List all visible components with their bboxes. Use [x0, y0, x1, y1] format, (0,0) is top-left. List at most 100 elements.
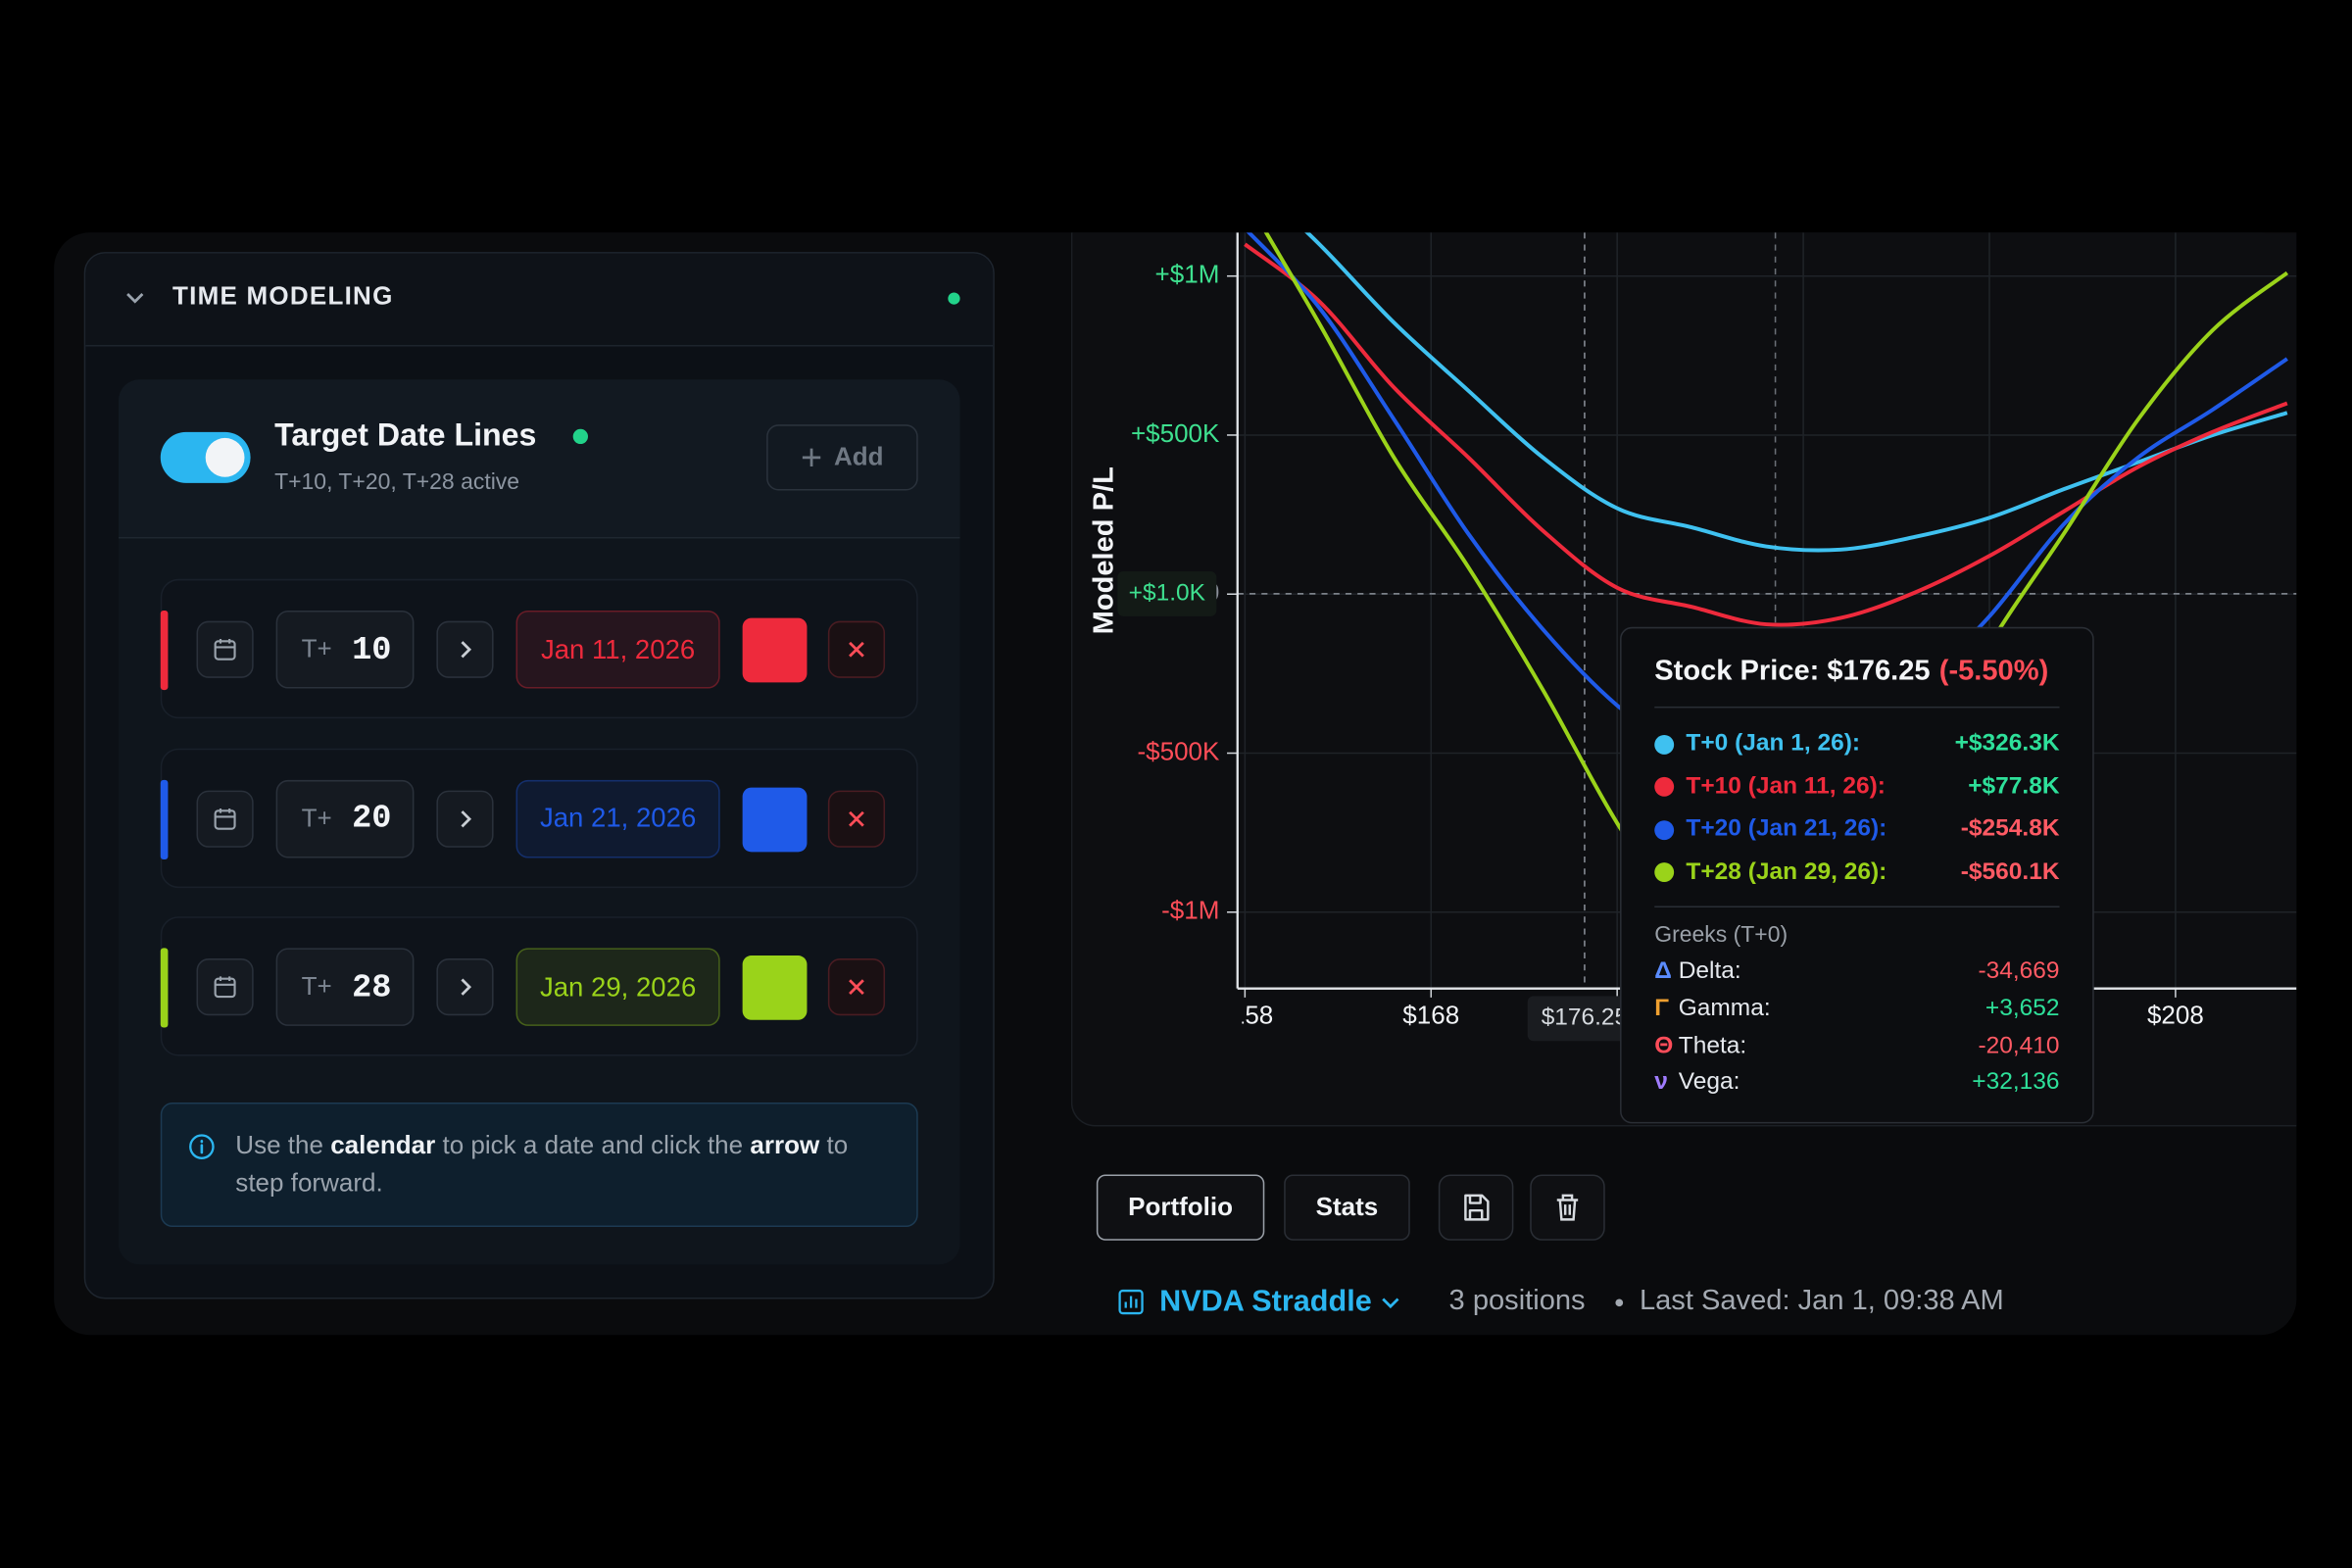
date-row: T+ 28 Jan 29, 2026 [160, 916, 918, 1056]
days-box: T+ 10 [275, 610, 415, 689]
calendar-button[interactable] [196, 789, 254, 848]
calendar-icon [214, 639, 236, 661]
greek-row: ν Vega: +32,136 [1654, 1065, 2059, 1102]
tooltip: Stock Price: $176.25 (-5.50%) T+0 (Jan 1, … [1620, 626, 2094, 1124]
remove-button[interactable] [827, 789, 886, 848]
date-box[interactable]: Jan 21, 2026 [515, 779, 720, 858]
target-header [118, 379, 960, 539]
greek-symbol: Γ [1654, 996, 1669, 1022]
collapse-icon[interactable] [122, 285, 149, 313]
date-box[interactable]: Jan 29, 2026 [515, 948, 720, 1026]
toolbar-button[interactable]: Stats [1284, 1174, 1410, 1241]
greek-label: Gamma: [1678, 996, 1771, 1022]
y-axis-label: Modeled P/L [1089, 466, 1120, 634]
greek-label: Vega: [1678, 1069, 1740, 1096]
calendar-button[interactable] [196, 620, 254, 678]
save-button[interactable] [1438, 1174, 1514, 1241]
greek-symbol: Θ [1654, 1033, 1674, 1059]
info-part: Use the [235, 1131, 331, 1160]
tooltip-value: +$77.8K [1968, 773, 2060, 800]
tooltip-value: -$560.1K [1960, 858, 2060, 885]
date-row: T+ 20 Jan 21, 2026 [160, 748, 918, 888]
step-button[interactable] [436, 958, 494, 1016]
hover-y-label: +$1.0K [1129, 579, 1206, 606]
positions-count: 3 positions [1448, 1285, 1586, 1317]
status-dot [948, 292, 960, 305]
y-tick-label: +$1M [1155, 260, 1220, 289]
tooltip-label: T+10 (Jan 11, 26): [1686, 773, 1886, 800]
legend-dot [1654, 777, 1675, 798]
greek-value: +32,136 [1972, 1069, 2060, 1096]
plus-icon [802, 448, 821, 467]
days-value: 20 [352, 799, 392, 838]
row-color-bar [160, 610, 169, 691]
hover-x-label-box [1527, 996, 1642, 1042]
add-label: Add [833, 442, 884, 471]
row-color-bar [160, 948, 169, 1028]
greek-symbol: Δ [1654, 958, 1672, 985]
series-line [1244, 242, 2288, 627]
days-box: T+ 28 [275, 948, 415, 1026]
info-part: to step forward. [235, 1131, 849, 1198]
greek-symbol: ν [1654, 1069, 1668, 1096]
add-button[interactable]: Add [766, 424, 918, 491]
hover-y-label-box [1117, 570, 1217, 616]
legend-dot [1654, 819, 1675, 840]
close-icon [849, 641, 864, 658]
tooltip-price: Stock Price: $176.25 [1654, 655, 1931, 688]
arrow-icon [461, 641, 472, 659]
color-swatch[interactable] [742, 786, 808, 852]
info-box [160, 1102, 918, 1228]
close-icon [849, 979, 864, 995]
arrow-icon [461, 809, 472, 827]
tooltip-series: T+0 (Jan 1, 26): +$326.3K T+10 (Jan 11, 26… [1654, 708, 2060, 908]
panel-header [85, 253, 994, 347]
row-color-bar [160, 779, 169, 859]
days-value: 28 [352, 968, 392, 1006]
x-tick-label: $158 [1216, 1001, 1273, 1030]
delete-button[interactable] [1530, 1174, 1605, 1241]
separator-dot [1615, 1298, 1624, 1307]
greek-value: +3,652 [1984, 996, 2060, 1022]
greek-value: -34,669 [1978, 958, 2060, 985]
calendar-icon [214, 808, 236, 829]
legend-dot [1654, 862, 1675, 883]
days-box: T+ 20 [275, 779, 415, 858]
series-line [1304, 232, 2288, 553]
date-row: T+ 10 Jan 11, 2026 [160, 578, 918, 719]
greek-value: -20,410 [1978, 1033, 2060, 1059]
arrow-icon [461, 978, 472, 996]
legend-dot [1654, 734, 1675, 755]
step-button[interactable] [436, 789, 494, 848]
target-title: Target Date Lines [274, 418, 537, 454]
dropdown-icon[interactable] [1377, 1290, 1404, 1317]
date-box[interactable]: Jan 11, 2026 [515, 610, 720, 689]
remove-button[interactable] [827, 620, 886, 678]
toggle[interactable] [160, 431, 251, 483]
panel-title: TIME MODELING [172, 281, 394, 311]
y-tick-label: -$500K [1137, 736, 1220, 765]
calendar-button[interactable] [196, 958, 254, 1016]
target-subtitle: T+10, T+20, T+28 active [274, 469, 520, 496]
step-button[interactable] [436, 620, 494, 678]
days-prefix: T+ [301, 634, 332, 663]
tooltip-label: T+20 (Jan 21, 26): [1686, 816, 1887, 843]
color-swatch[interactable] [742, 955, 808, 1020]
toolbar-button[interactable]: Portfolio [1096, 1174, 1265, 1241]
color-swatch[interactable] [742, 617, 808, 683]
y-tick-label: -$1M [1161, 896, 1219, 925]
hover-x-label: $176.25 [1542, 1004, 1628, 1031]
last-saved: Last Saved: Jan 1, 09:38 AM [1639, 1285, 2004, 1317]
remove-button[interactable] [827, 958, 886, 1016]
info-emphasis: calendar [330, 1131, 436, 1160]
portfolio-name[interactable]: NVDA Straddle [1159, 1285, 1372, 1319]
tooltip-value: -$254.8K [1960, 816, 2060, 843]
tooltip-change: (-5.50%) [1938, 655, 2049, 688]
greek-row: Γ Gamma: +3,652 [1654, 991, 2059, 1028]
calendar-icon [214, 976, 236, 999]
tooltip-label: T+28 (Jan 29, 26): [1686, 858, 1887, 885]
tooltip-header: Stock Price: $176.25 (-5.50%) [1654, 655, 2060, 709]
info-text: Use the calendar to pick a date and clic… [235, 1126, 895, 1201]
